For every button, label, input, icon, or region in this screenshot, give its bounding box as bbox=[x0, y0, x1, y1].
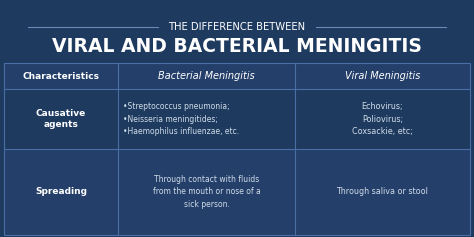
Text: THE DIFFERENCE BETWEEN: THE DIFFERENCE BETWEEN bbox=[168, 22, 306, 32]
Text: VIRAL AND BACTERIAL MENINGITIS: VIRAL AND BACTERIAL MENINGITIS bbox=[52, 36, 422, 55]
Text: Echovirus;
Poliovirus;
Coxsackie, etc;: Echovirus; Poliovirus; Coxsackie, etc; bbox=[352, 102, 413, 136]
Text: Viral Meningitis: Viral Meningitis bbox=[345, 71, 420, 81]
Text: •Streptococcus pneumonia;
•Neisseria meningitides;
•Haemophilus influenzae, etc.: •Streptococcus pneumonia; •Neisseria men… bbox=[123, 102, 239, 136]
Text: Bacterial Meningitis: Bacterial Meningitis bbox=[158, 71, 255, 81]
Bar bbox=[4, 89, 470, 149]
Text: Spreading: Spreading bbox=[35, 187, 87, 196]
Text: Through contact with fluids
from the mouth or nose of a
sick person.: Through contact with fluids from the mou… bbox=[153, 175, 260, 209]
Bar bbox=[4, 63, 470, 89]
Bar bbox=[4, 63, 470, 235]
Text: Through saliva or stool: Through saliva or stool bbox=[337, 187, 428, 196]
Bar bbox=[4, 149, 470, 235]
Text: Causative
agents: Causative agents bbox=[36, 109, 86, 129]
Text: Characteristics: Characteristics bbox=[22, 72, 100, 81]
